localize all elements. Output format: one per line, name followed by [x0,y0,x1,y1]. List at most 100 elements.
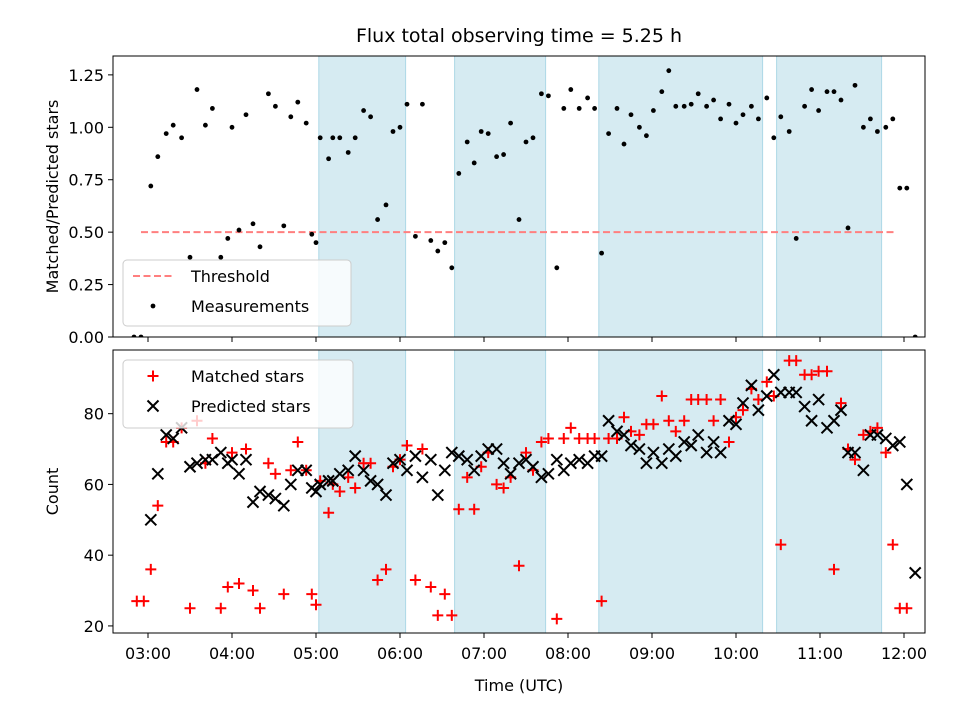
measurement-point [845,225,851,231]
matched-star-marker [701,394,713,406]
predicted-star-marker [812,393,825,406]
measurement-point [726,101,732,107]
predicted-star-marker [714,446,727,459]
x-tick-label: 05:00 [293,644,339,663]
measurement-point [288,114,294,120]
x-tick-label: 06:00 [377,644,423,663]
predicted-star-marker [886,439,900,452]
predicted-star-marker [900,478,914,491]
legend-measurement-swatch [150,303,156,309]
x-tick-label: 10:00 [713,644,759,663]
measurement-point [614,106,620,111]
predicted-star-marker [284,478,298,491]
matched-star-marker [901,602,913,614]
matched-star-marker [240,443,252,455]
legend-label: Threshold [190,267,270,286]
shaded-interval [454,55,547,338]
legend-label: Predicted stars [191,397,311,416]
predicted-star-marker [827,414,841,427]
measurement-point [621,141,627,147]
measurement-point [733,120,739,126]
predicted-star-marker [595,449,608,463]
matched-star-marker [222,581,234,593]
matched-star-marker [306,588,318,600]
x-tick-label: 08:00 [545,644,591,663]
measurement-point [194,87,200,92]
predicted-star-marker [722,414,736,427]
y-tick-label: 60 [84,475,104,494]
measurement-point [637,124,642,130]
legend-frame [122,359,354,429]
predicted-star-marker [253,485,267,498]
measurement-point [337,135,343,141]
predicted-star-marker [452,449,466,463]
predicted-star-marker [640,456,653,470]
predicted-star-marker [190,456,204,470]
measurement-point [225,236,231,241]
predicted-star-marker [745,379,758,392]
measurement-point [478,129,484,134]
predicted-star-marker [684,439,698,452]
measurement-point [250,221,256,227]
predicted-star-marker [691,428,705,442]
measurement-point [449,265,455,271]
measurement-point [442,240,448,246]
predicted-star-marker [166,432,180,445]
measurement-point [471,160,477,166]
matched-star-marker [372,574,384,586]
predicted-star-marker [736,396,750,410]
predicted-star-marker [526,460,540,473]
measurement-point [576,106,582,111]
measurement-point [494,154,499,160]
predicted-star-marker [848,446,862,459]
matched-star-marker [432,609,444,621]
x-tick-label: 07:00 [461,644,507,663]
x-tick-label: 03:00 [125,644,171,663]
predicted-star-marker [467,464,481,477]
matched-star-marker [647,418,659,430]
matched-star-marker [138,595,150,607]
measurement-point [852,82,858,88]
matched-star-marker [790,355,802,367]
matched-star-marker [589,432,601,444]
matched-star-marker [737,404,749,416]
predicted-star-marker [617,428,631,442]
matched-star-marker [806,369,818,381]
matched-star-marker [535,436,547,448]
y-tick-label: 0.75 [68,171,104,190]
matched-star-marker [278,588,290,600]
predicted-star-marker [624,439,638,452]
measurement-point [179,135,185,141]
measurement-point [435,248,441,254]
measurement-point [295,99,301,105]
predicted-star-marker [752,403,765,417]
matched-star-marker [633,429,645,441]
measurement-point [516,217,522,222]
predicted-star-marker [460,453,474,466]
y-tick-label: 80 [84,405,104,424]
measurement-point [793,236,799,241]
legend-label: Measurements [191,297,309,316]
measurement-point [210,106,215,111]
predicted-star-marker [159,428,173,442]
predicted-star-marker [183,460,197,473]
predicted-star-marker [655,456,669,470]
matched-star-marker [663,415,675,427]
measurement-point [838,97,844,103]
shaded-interval [776,349,883,634]
measurement-point [257,244,263,250]
measurement-point [659,89,665,95]
measurement-point [688,101,694,107]
predicted-star-marker [677,435,691,449]
measurement-point [673,103,679,109]
predicted-star-marker [386,456,400,470]
measurement-point [368,114,373,120]
measurement-point [740,112,746,118]
matched-star-marker [425,581,437,593]
measurement-point [345,150,351,155]
predicted-star-marker [760,389,774,403]
y-tick-label: 1.25 [68,66,104,85]
predicted-star-marker [239,453,253,466]
y-tick-label: 0.50 [68,223,104,242]
predicted-star-marker [789,386,803,399]
